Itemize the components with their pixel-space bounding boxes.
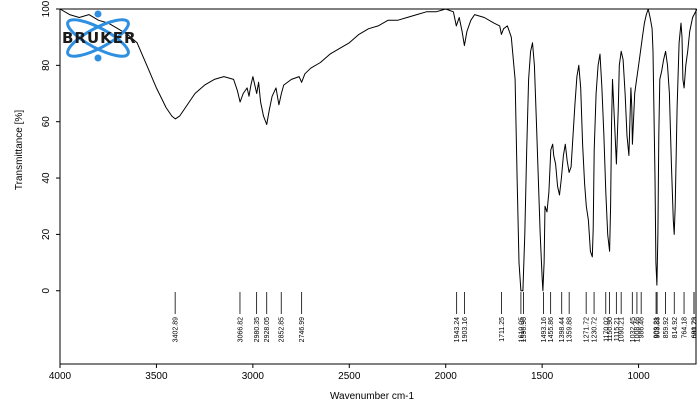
peak-label-17: 1170.02 <box>603 317 610 342</box>
plot-border <box>59 8 697 365</box>
peak-label-29: 680.79 <box>692 317 697 339</box>
x-tick-label-4000: 4000 <box>49 371 72 382</box>
spectrum-line <box>59 8 697 292</box>
peak-label-13: 1398.44 <box>559 317 566 342</box>
peak-label-8: 1711.25 <box>499 317 506 342</box>
y-tick-label-60: 60 <box>41 116 52 128</box>
x-tick-label-1000: 1000 <box>627 371 650 382</box>
logo-dot-top <box>94 10 102 18</box>
peak-label-21: 1032.45 <box>630 317 637 342</box>
peak-label-14: 1359.88 <box>567 317 574 342</box>
peak-label-28: 764.18 <box>682 317 689 339</box>
peak-label-27: 814.92 <box>672 317 679 339</box>
peak-label-6: 1943.24 <box>454 317 461 342</box>
y-axis-title: Transmittance [%] <box>14 110 25 190</box>
peak-label-16: 1230.72 <box>592 317 599 342</box>
logo-text: BRUKER <box>62 29 137 47</box>
plot-frame <box>59 8 697 365</box>
peak-label-25: 903.88 <box>655 317 662 339</box>
x-tick-label-2000: 2000 <box>435 371 458 382</box>
peak-label-19: 1115.21 <box>614 317 621 341</box>
y-tick-label-20: 20 <box>41 228 52 240</box>
peak-label-20: 1090.21 <box>619 317 626 342</box>
x-axis-ticks: 4000 3500 3000 2500 2000 1500 1000 <box>49 364 650 382</box>
peak-label-7: 1903.16 <box>462 317 469 342</box>
logo-orbit-1 <box>66 18 130 58</box>
spectrum-series <box>59 8 697 292</box>
peak-label-4: 2852.85 <box>279 317 286 342</box>
y-tick-label-0: 0 <box>41 288 52 294</box>
x-tick-label-2500: 2500 <box>338 371 361 382</box>
peak-label-12: 1455.86 <box>548 317 555 342</box>
peak-label-30: 691.23 <box>692 317 697 339</box>
x-tick-label-3000: 3000 <box>242 371 265 382</box>
logo-dot-bottom <box>94 54 102 62</box>
x-tick-label-3500: 3500 <box>145 371 168 382</box>
peak-label-0: 3402.89 <box>173 317 180 342</box>
x-tick-label-1500: 1500 <box>531 371 554 382</box>
peak-label-18: 1150.90 <box>607 317 614 342</box>
x-axis-title: Wavenumber cm-1 <box>330 391 415 402</box>
peak-label-26: 859.92 <box>663 317 670 339</box>
y-axis-ticks: 0 20 40 60 80 100 <box>41 0 60 294</box>
peak-label-group: 3402.89 3066.82 2980.35 2928.05 2852.85 2746.… <box>173 292 697 342</box>
peak-label-9: 1610.05 <box>518 317 525 342</box>
peak-label-24: 909.21 <box>654 317 661 339</box>
y-tick-label-100: 100 <box>41 0 52 17</box>
peak-label-23: 986.46 <box>639 317 646 339</box>
peak-label-10: 1596.96 <box>521 317 528 342</box>
bruker-logo: BRUKER <box>62 10 137 62</box>
peak-label-22: 1008.46 <box>634 317 641 342</box>
peak-label-3: 2928.05 <box>264 317 271 342</box>
logo-orbit-2 <box>66 18 130 58</box>
peak-label-2: 2980.35 <box>254 317 261 342</box>
peak-label-15: 1271.72 <box>584 317 591 342</box>
y-tick-label-40: 40 <box>41 172 52 184</box>
peak-label-11: 1493.16 <box>541 317 548 342</box>
peak-label-5: 2746.99 <box>299 317 306 342</box>
peak-label-1: 3066.82 <box>237 317 244 342</box>
y-tick-label-80: 80 <box>41 59 52 71</box>
